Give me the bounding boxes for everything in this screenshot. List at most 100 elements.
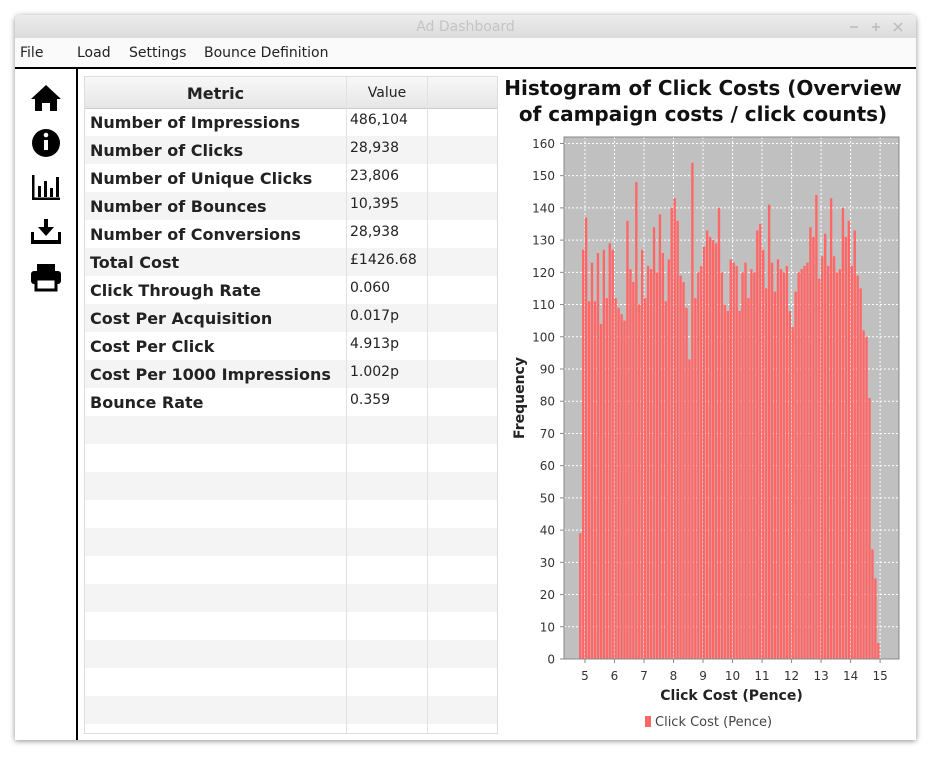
histogram-bar [750, 269, 753, 659]
histogram-bar [717, 207, 721, 659]
histogram-bar [658, 214, 662, 660]
histogram-bar [779, 269, 783, 659]
metric-name: Number of Unique Clicks [90, 169, 313, 188]
histogram-bar [794, 291, 797, 659]
histogram-bar [605, 298, 608, 659]
histogram-bar [602, 249, 606, 659]
sidebar-icons [31, 85, 61, 292]
histogram-bar [862, 330, 865, 659]
histogram-bar [871, 549, 874, 659]
legend-label: Click Cost (Pence) [655, 715, 772, 730]
histogram-bar [832, 256, 836, 659]
histogram-bar [723, 304, 727, 659]
chart-icon[interactable] [32, 175, 60, 200]
histogram-bar [608, 243, 611, 660]
histogram-bar [767, 204, 771, 659]
histogram-bar [844, 236, 848, 659]
histogram-bar [853, 230, 856, 659]
histogram-bar [626, 220, 629, 659]
histogram-bar [673, 198, 676, 659]
metric-name: Number of Bounces [90, 197, 267, 216]
column-divider [427, 77, 428, 733]
histogram-bar [773, 291, 777, 659]
histogram-bar [670, 207, 673, 659]
metric-name: Cost Per Acquisition [90, 309, 273, 328]
histogram-bar [661, 253, 665, 659]
histogram-bar [747, 298, 750, 659]
x-tick-label: 7 [640, 669, 648, 683]
x-tick-label: 5 [581, 669, 589, 683]
metric-value: 1.002p [350, 364, 399, 380]
y-tick-label: 80 [540, 395, 555, 409]
histogram-bar [643, 298, 647, 659]
histogram-bar [596, 253, 600, 659]
histogram-bar [652, 227, 656, 659]
table-header [85, 77, 497, 109]
histogram-bar [617, 307, 620, 659]
y-axis-label: Frequency [512, 357, 528, 439]
histogram-bar [720, 272, 724, 659]
menu-item[interactable]: Settings [129, 45, 187, 61]
histogram-bar [705, 230, 709, 659]
histogram-bar [646, 265, 650, 659]
histogram-bar [694, 298, 697, 659]
histogram-bar [708, 236, 712, 659]
histogram-bar [729, 259, 732, 659]
histogram-bar [726, 311, 729, 659]
column-header: Metric [186, 84, 245, 103]
histogram-bar [685, 307, 688, 659]
histogram-bar [679, 275, 682, 659]
histogram-bar [629, 269, 632, 659]
y-tick-label: 10 [540, 620, 555, 634]
x-tick-label: 11 [754, 669, 769, 683]
info-icon[interactable] [32, 129, 60, 157]
histogram-bar [732, 262, 735, 659]
histogram-bar [821, 256, 824, 659]
histogram-bar [770, 262, 774, 659]
y-tick-label: 0 [547, 653, 555, 667]
histogram-bar [806, 262, 809, 659]
histogram-bar [874, 578, 877, 659]
y-tick-label: 140 [532, 201, 555, 215]
histogram-bar [803, 265, 806, 659]
metric-value: 0.060 [350, 280, 391, 296]
histogram-bar [638, 304, 641, 659]
window-controls[interactable] [850, 20, 910, 34]
legend-swatch [645, 716, 651, 727]
menu-item[interactable]: Bounce Definition [204, 45, 329, 61]
menu-item[interactable]: File [20, 45, 44, 61]
histogram-bar [865, 336, 868, 659]
histogram-bar [711, 240, 715, 659]
metric-value: 486,104 [350, 112, 408, 128]
histogram-bar [847, 220, 850, 659]
histogram-bar [623, 320, 626, 659]
histogram-bar [635, 182, 638, 659]
x-tick-label: 15 [872, 669, 887, 683]
histogram-bar [682, 282, 685, 659]
y-tick-label: 60 [540, 459, 555, 473]
histogram-bar [809, 227, 812, 659]
metric-value: 0.359 [350, 392, 391, 408]
y-tick-label: 120 [532, 266, 555, 280]
histogram-bar [676, 220, 679, 659]
download-icon[interactable] [31, 219, 61, 244]
histogram-bar [584, 217, 588, 660]
window-title: Ad Dashboard [416, 19, 515, 35]
histogram-bar [829, 198, 833, 659]
home-icon[interactable] [31, 85, 61, 111]
histogram-bar [788, 311, 791, 659]
print-icon[interactable] [31, 264, 61, 292]
histogram-bar [667, 259, 670, 659]
histogram-bar [797, 272, 800, 659]
metric-value: 23,806 [350, 168, 399, 184]
histogram-bar [697, 272, 700, 659]
histogram-bar [826, 265, 830, 659]
menu-item[interactable]: Load [77, 45, 111, 61]
histogram-bar [765, 288, 768, 659]
histogram-bar [756, 230, 759, 659]
histogram-bar [782, 272, 786, 659]
histogram-bar [714, 243, 718, 660]
x-tick-label: 13 [813, 669, 828, 683]
histogram-bar [812, 236, 815, 659]
